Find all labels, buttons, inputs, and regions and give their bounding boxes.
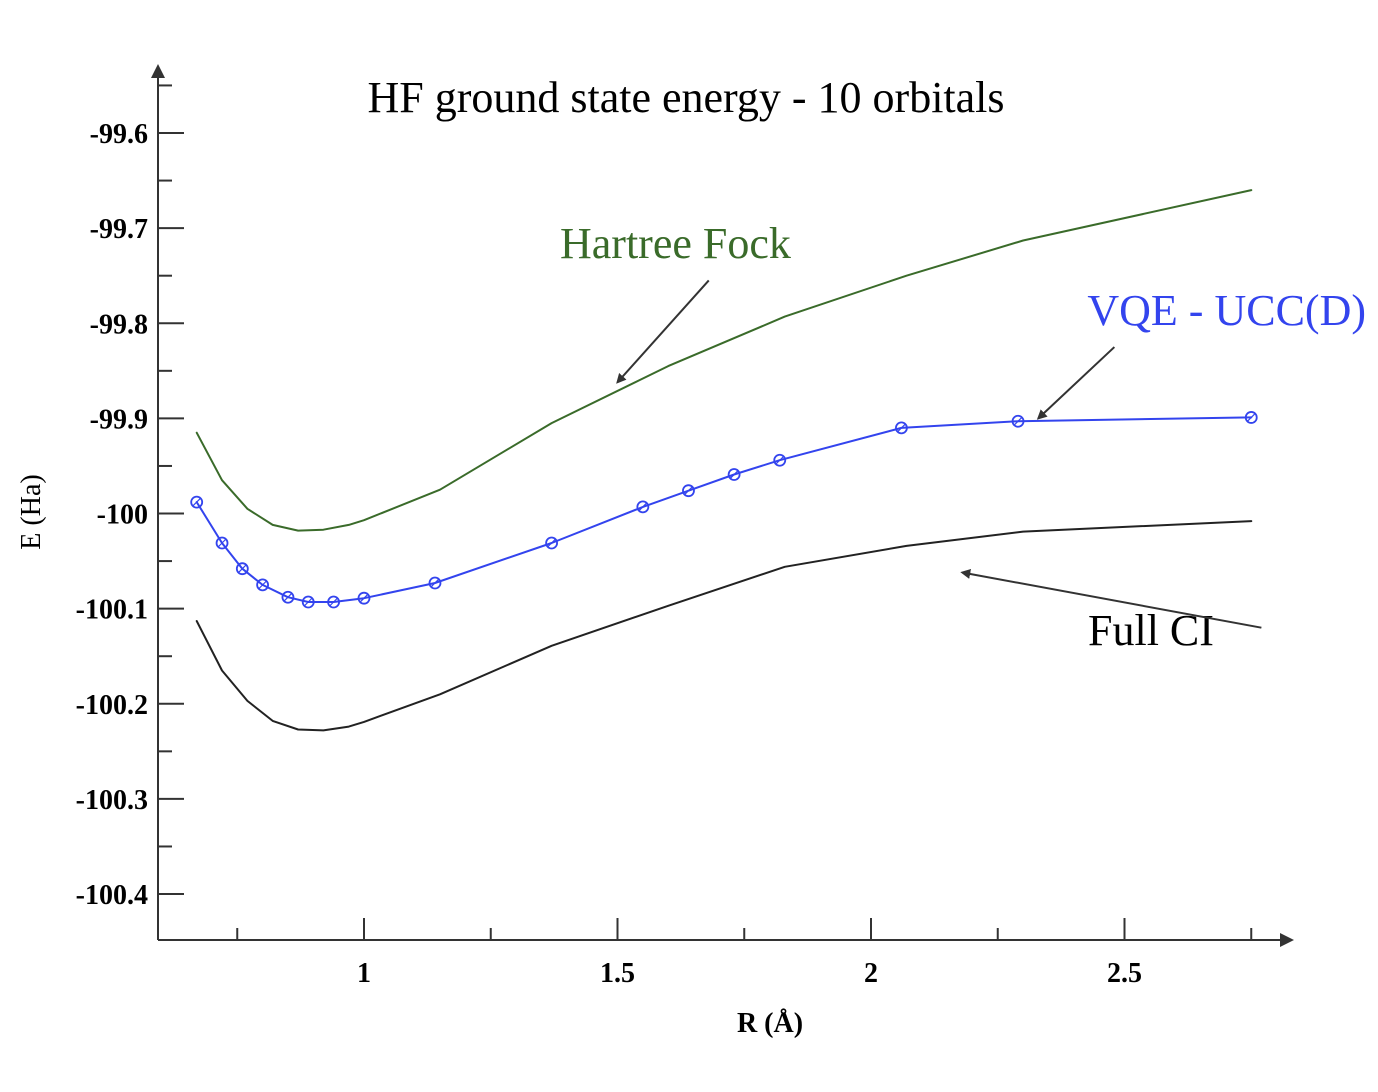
series-line-hartree-fock xyxy=(195,189,1253,532)
data-point xyxy=(327,595,340,609)
data-point-slash xyxy=(729,470,739,479)
data-point xyxy=(1244,411,1258,424)
series-line-vqe-ucc-d xyxy=(195,416,1253,603)
data-point xyxy=(636,500,650,514)
data-point xyxy=(190,495,204,509)
series-layer xyxy=(190,189,1258,732)
annotation-arrow-full-ci xyxy=(960,569,1262,629)
data-point-slash xyxy=(359,593,369,603)
y-axis-label: E (Ha) xyxy=(16,474,47,549)
data-point xyxy=(256,578,270,592)
data-point xyxy=(281,590,295,604)
data-point xyxy=(301,595,315,609)
data-point-slash xyxy=(1246,413,1256,422)
data-point-slash xyxy=(547,538,557,548)
data-point-slash xyxy=(237,564,247,574)
y-tick-label: -100.2 xyxy=(76,690,148,721)
data-point-slash xyxy=(258,580,268,590)
x-ticks: 1 1.5 2 2.5 xyxy=(236,918,1253,989)
data-point xyxy=(215,536,229,550)
x-tick-label: 2 xyxy=(864,958,878,989)
x-tick-label: 2.5 xyxy=(1107,958,1142,989)
data-point-slash xyxy=(430,578,440,588)
series-line-full-ci xyxy=(195,520,1253,732)
data-point-slash xyxy=(775,455,785,465)
data-point-slash xyxy=(329,597,339,607)
annotation-arrow-vqe-ucc-d xyxy=(1036,346,1116,420)
data-point-slash xyxy=(1013,416,1023,426)
data-point-slash xyxy=(684,486,693,496)
data-point-slash xyxy=(303,597,313,607)
y-tick-label: -100.1 xyxy=(76,595,148,626)
data-point-slash xyxy=(896,423,906,433)
chart-title: HF ground state energy - 10 orbitals xyxy=(367,73,1004,122)
y-tick-label: -100.4 xyxy=(76,880,148,911)
data-point xyxy=(235,562,249,576)
y-tick-label: -99.7 xyxy=(90,214,148,245)
annotation-arrow-hartree-fock xyxy=(616,279,710,384)
data-point xyxy=(895,421,908,435)
data-point xyxy=(428,576,442,590)
data-point-slash xyxy=(638,502,648,512)
data-point xyxy=(1011,414,1025,428)
data-point-slash xyxy=(192,497,202,507)
axes xyxy=(151,64,1294,947)
y-tick-label: -99.6 xyxy=(90,119,148,150)
y-ticks: -99.6 -99.7 -99.8 -99.9 -100 -100.1 -100.2 -100… xyxy=(76,84,184,911)
x-tick-label: 1 xyxy=(357,958,371,989)
x-axis-label: R (Å) xyxy=(737,1008,803,1039)
y-tick-label: -100 xyxy=(97,500,148,531)
x-tick-label: 1.5 xyxy=(600,958,635,989)
data-point xyxy=(357,591,371,605)
data-point-slash xyxy=(283,592,293,602)
data-point xyxy=(773,453,787,467)
y-tick-label: -100.3 xyxy=(76,785,148,816)
annotation-hartree-fock: Hartree Fock xyxy=(560,219,791,268)
annotation-full-ci: Full CI xyxy=(1088,606,1214,655)
data-point-slash xyxy=(217,538,227,548)
y-tick-label: -99.8 xyxy=(90,309,148,340)
annotation-layer: Hartree Fock VQE - UCC(D) Full CI xyxy=(560,219,1366,655)
data-point xyxy=(682,484,695,498)
annotation-vqe-ucc-d: VQE - UCC(D) xyxy=(1087,286,1366,335)
data-point xyxy=(545,536,558,550)
y-tick-label: -99.9 xyxy=(90,404,148,435)
data-point xyxy=(727,468,741,481)
